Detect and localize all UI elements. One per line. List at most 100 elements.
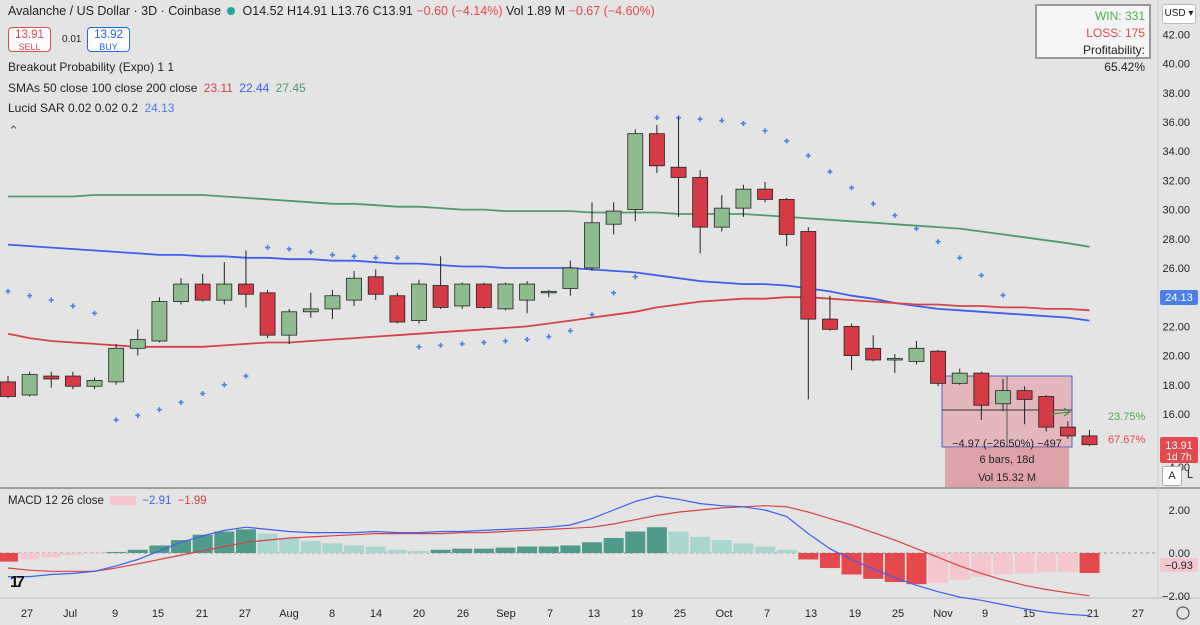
sar-point	[827, 169, 833, 175]
macd-hist-bar	[755, 546, 776, 553]
indicator-smas[interactable]: SMAs 50 close 100 close 200 close 23.11 …	[8, 81, 306, 95]
candle-body	[908, 347, 925, 362]
candle-body	[843, 325, 860, 356]
measure-volume-text: Vol 15.32 M	[978, 472, 1036, 484]
macd-hist-bar	[214, 531, 235, 553]
macd-value: −2.91	[142, 495, 172, 507]
price-tick-label: 16.00	[1162, 409, 1190, 421]
collapse-chevron-icon[interactable]: ⌃	[8, 123, 19, 138]
macd-hist-bar	[235, 529, 256, 553]
sma100-line	[7, 243, 1090, 322]
time-tick-label: 27	[239, 608, 251, 620]
time-tick-label: 9	[112, 608, 118, 620]
sar-point	[654, 115, 660, 121]
time-tick-label: 14	[370, 608, 382, 620]
indicator-macd[interactable]: MACD 12 26 close −2.91 −1.99	[8, 495, 207, 507]
ohlc-open: O14.52	[242, 4, 284, 18]
macd-hist-bar	[517, 546, 538, 553]
candle-body	[497, 283, 514, 310]
log-scale-button[interactable]: L	[1186, 469, 1194, 481]
indicator-sar[interactable]: Lucid SAR 0.02 0.02 0.2 24.13	[8, 101, 174, 115]
market-status-icon	[227, 7, 236, 15]
last-price-tag	[1160, 437, 1198, 463]
candle-body	[930, 350, 946, 384]
time-tick-label: Nov	[933, 608, 953, 620]
time-tick-label: Aug	[279, 608, 299, 620]
time-tick-label: 26	[457, 608, 469, 620]
sar-point	[48, 297, 54, 303]
sar-point	[849, 185, 855, 191]
sar-price-tag-text: 24.13	[1165, 292, 1193, 304]
macd-hist-bar	[992, 553, 1013, 575]
macd-hist-bar	[149, 545, 170, 553]
sma100-value: 22.44	[239, 81, 270, 95]
candle-body	[129, 339, 146, 349]
sar-point	[178, 399, 184, 405]
candle-body	[86, 380, 103, 387]
candle-body	[281, 311, 298, 336]
buy-button[interactable]: 13.92 BUY	[87, 27, 130, 52]
candle-body	[21, 374, 38, 396]
macd-hist-bar	[538, 546, 559, 553]
macd-hist-bar	[106, 551, 127, 553]
tradingview-logo[interactable]: 17	[10, 574, 25, 591]
candle-body	[1081, 435, 1098, 446]
macd-value-tag	[1160, 558, 1198, 572]
candle-body	[800, 231, 817, 320]
macd-hist-swatch	[110, 496, 137, 506]
candle-body	[822, 318, 838, 330]
sar-point	[394, 255, 400, 261]
sar-point	[329, 252, 335, 258]
candle-body	[951, 372, 968, 384]
currency-selector[interactable]: USD ▾	[1162, 4, 1196, 24]
candle-body	[670, 166, 687, 178]
macd-line	[8, 495, 1090, 617]
candle-body	[43, 375, 60, 380]
macd-hist-bar	[1057, 553, 1078, 572]
macd-hist-bar	[733, 543, 754, 553]
macd-hist-bar	[668, 531, 689, 553]
time-tick-label: 15	[1023, 608, 1035, 620]
sar-point	[373, 255, 379, 261]
sar-point	[935, 239, 941, 245]
sar-point	[156, 407, 162, 413]
timezone-globe-icon	[1176, 606, 1190, 620]
sar-point	[892, 212, 898, 218]
macd-hist-bar	[452, 548, 473, 553]
candle-body	[1038, 396, 1055, 428]
sar-point	[27, 293, 33, 299]
time-tick-label: 21	[1087, 608, 1099, 620]
time-tick-label: 7	[764, 608, 770, 620]
macd-hist-bar	[971, 553, 992, 577]
ohlc-close: C13.91	[372, 4, 413, 18]
macd-hist-bar	[582, 542, 603, 553]
indicator-breakout[interactable]: Breakout Probability (Expo) 1 1	[8, 60, 175, 74]
symbol-title[interactable]: Avalanche / US Dollar · 3D · Coinbase	[8, 4, 222, 18]
candle-body	[995, 390, 1011, 405]
macd-hist-bar	[19, 553, 40, 560]
macd-hist-bar	[906, 553, 927, 585]
sar-point	[805, 153, 811, 159]
sar-point	[589, 312, 595, 318]
price-tick-label: 26.00	[1162, 263, 1190, 275]
candle-body	[259, 292, 276, 336]
auto-scale-button[interactable]: A	[1162, 466, 1182, 486]
candle-body	[627, 133, 644, 210]
macd-hist-bar	[1079, 553, 1100, 573]
candle-body	[692, 177, 709, 228]
macd-hist-bar	[387, 549, 408, 553]
sell-button[interactable]: 13.91 SELL	[8, 27, 51, 52]
price-tick-label: 32.00	[1162, 175, 1190, 187]
price-tick-label: 42.00	[1162, 29, 1190, 41]
macd-value-tag-text: −0.93	[1165, 560, 1193, 572]
sell-label: SELL	[18, 42, 41, 52]
macd-hist-bar	[257, 533, 278, 553]
time-tick-label: 8	[329, 608, 335, 620]
price-tick-label: 36.00	[1162, 117, 1190, 129]
candle-body	[540, 290, 557, 294]
sell-price: 13.91	[15, 29, 44, 41]
candle-body	[605, 210, 622, 225]
candle-body	[238, 283, 254, 295]
sar-point	[70, 303, 76, 309]
